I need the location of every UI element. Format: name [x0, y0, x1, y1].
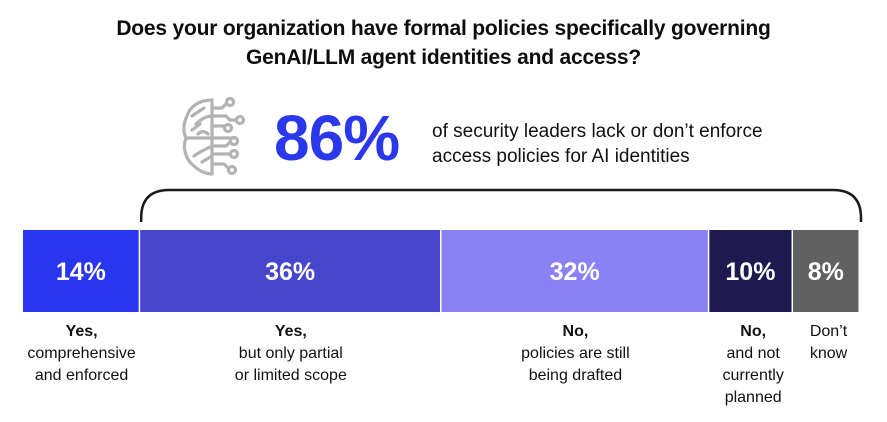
category-label-line: and not	[726, 345, 780, 362]
callout-text: of security leaders lack or don’t enforc…	[432, 119, 763, 169]
chart-title-line-1: Does your organization have formal polic…	[116, 17, 771, 40]
bar-segment	[23, 230, 139, 312]
category-label-line: planned	[724, 389, 782, 406]
category-label: Yes, but only partial or limited scope	[211, 321, 371, 387]
category-label: Yes, comprehensive and enforced	[2, 321, 162, 387]
bar-value-label: 8%	[808, 258, 844, 286]
bar-value-label: 10%	[725, 258, 775, 286]
bar-segment	[709, 230, 792, 312]
bar-value-label: 36%	[265, 258, 315, 286]
category-label-line: know	[809, 345, 848, 362]
callout-text-line-2: access policies for AI identities	[432, 146, 690, 167]
bar-segment	[140, 230, 440, 312]
category-label-line: policies are still	[521, 345, 630, 362]
bar-value-label: 14%	[56, 258, 106, 286]
category-label-line: and enforced	[34, 367, 129, 384]
category-label-line: comprehensive	[27, 345, 136, 362]
category-label-line: but only partial	[238, 345, 343, 362]
category-label-line: currently	[722, 367, 784, 384]
chart-title: Does your organization have formal polic…	[0, 14, 887, 72]
callout-value: 86%	[274, 102, 400, 174]
bracket	[139, 188, 863, 222]
category-label: No, and not currently planned	[673, 321, 833, 409]
category-label-line: Don’t	[809, 323, 848, 340]
bar-value-label: 32%	[550, 258, 600, 286]
category-label-head: No,	[740, 323, 767, 340]
category-label: No, policies are still being drafted	[495, 321, 655, 387]
category-label-head: Yes,	[65, 323, 98, 340]
category-label-head: Yes,	[274, 323, 307, 340]
bar-segment	[793, 230, 859, 312]
category-label: Don’t know	[749, 321, 887, 365]
category-label-head: No,	[562, 323, 589, 340]
category-label-line: or limited scope	[234, 367, 347, 384]
bar-segment	[441, 230, 708, 312]
brain-circuit-icon	[182, 96, 246, 176]
category-label-line: being drafted	[528, 367, 623, 384]
callout-text-line-1: of security leaders lack or don’t enforc…	[432, 121, 763, 142]
chart-title-line-2: GenAI/LLM agent identities and access?	[246, 46, 641, 69]
